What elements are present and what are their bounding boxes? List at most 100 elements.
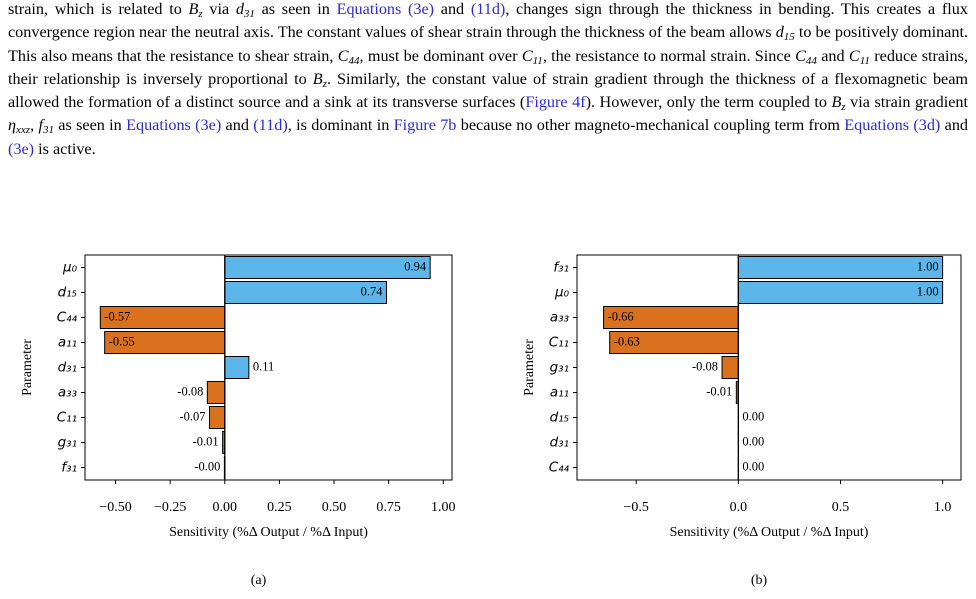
value-label: 0.94 [404,259,427,273]
x-tick-label: 0.50 [322,500,347,515]
text-run: and [940,116,969,135]
value-label: -0.08 [692,359,718,373]
bar [209,406,226,429]
math-symbol: ηxxz [8,116,31,137]
bar [224,256,431,279]
text-run: , must be dominant over [359,46,522,65]
y-tick-label: C₄₄ [57,310,78,326]
x-tick-label: 0.00 [213,500,238,515]
cross-reference[interactable]: Figure 4f [525,93,586,112]
y-tick-label: μ₀ [62,260,78,276]
text-run: because no other magneto-mechanical coup… [456,116,845,135]
math-symbol: d15 [775,23,795,44]
math-symbol: Bz [831,93,845,113]
cross-reference[interactable]: (11d) [253,116,288,135]
text-run: as seen in [254,0,337,18]
cross-reference[interactable]: Equations (3e) [126,116,222,135]
text-run: ). However, only the term coupled to [585,93,832,112]
y-tick-label: a₃₃ [58,385,77,401]
math-subscript: 15 [783,31,795,44]
y-axis-label: Parameter [20,339,35,396]
caption: (b) [751,573,768,588]
x-tick-label: 0.0 [730,500,748,515]
x-tick-label: 0.75 [376,500,401,515]
math-base: d [235,0,244,18]
math-base: C [795,46,806,65]
bar [721,356,739,379]
math-base: f [38,116,43,135]
value-label: 0.00 [742,434,764,448]
x-tick-label: −0.50 [99,500,131,515]
text-run: , changes sign through the thickness in … [8,0,968,42]
y-tick-label: μ₀ [554,285,570,301]
text-run: is active. [34,139,96,158]
text-run: as seen in [53,116,127,135]
y-tick-label: d₁₅ [58,285,77,301]
value-label: -0.57 [104,309,130,323]
math-symbol: C44 [795,46,817,67]
math-base: η [8,116,17,135]
y-tick-label: g₃₁ [58,435,77,451]
y-tick-label: C₁₁ [57,410,77,426]
x-axis-label: Sensitivity (%Δ Output / %Δ Input) [670,525,869,540]
plot-frame [84,254,453,481]
math-symbol: C11 [521,46,543,67]
x-tick-label: 1.00 [431,500,456,515]
y-tick-label: d₃₁ [550,435,569,451]
plot-frame [576,254,962,481]
text-run: and [221,116,254,135]
math-base: C [521,46,533,65]
x-tick-label: 0.25 [267,500,292,515]
value-label: -0.55 [109,334,135,348]
text-run: , the resistance to normal strain. Since [542,46,796,65]
x-tick-label: 1.0 [934,500,952,515]
x-tick-label: −0.25 [154,500,186,515]
caption: (a) [251,573,267,588]
cross-reference[interactable]: Equations (3d) [844,116,941,135]
y-tick-label: a₁₁ [58,335,77,351]
text-run: and [434,0,471,18]
value-label: -0.08 [177,384,203,398]
x-tick-label: −0.5 [624,500,649,515]
math-subscript: 44 [348,54,360,67]
cross-reference[interactable]: (11d) [470,0,506,18]
math-symbol: C11 [849,47,870,67]
bar [737,256,944,279]
text-run: to be positively dominant. This also mea… [8,23,968,65]
text-run: strain, which is related to [8,0,189,18]
value-label: 0.74 [361,284,384,298]
math-symbol: Bz [188,0,203,20]
bar [737,281,944,304]
y-tick-label: a₃₃ [550,310,569,326]
text-run: via strain gradient [845,93,969,112]
math-base: d [775,23,784,42]
x-tick-label: 0.5 [832,500,850,515]
y-tick-label: a₁₁ [550,385,569,401]
text-run: . Similarly, the constant value of strai… [8,69,968,112]
value-label: 0.00 [742,459,764,473]
y-tick-label: g₃₁ [550,360,569,376]
bar [224,356,250,379]
x-axis-label: Sensitivity (%Δ Output / %Δ Input) [169,525,368,540]
y-tick-label: C₁₁ [549,335,569,351]
text-run: , [30,116,39,135]
math-subscript: z [198,8,203,20]
y-tick-label: d₃₁ [58,360,77,376]
bar [206,381,226,404]
cross-reference[interactable]: Figure 7b [393,116,457,135]
cross-reference[interactable]: (3e) [8,139,35,158]
math-subscript: 11 [859,54,870,67]
math-symbol: Bz [313,70,327,90]
cross-reference[interactable]: Equations (3e) [336,0,435,18]
value-label: -0.00 [194,459,220,473]
math-subscript: 11 [532,54,543,67]
math-subscript: xxz [16,124,31,137]
value-label: 0.00 [742,409,764,423]
math-subscript: 31 [42,124,54,137]
y-tick-label: f₃₁ [61,460,77,476]
y-tick-label: d₁₅ [550,410,569,426]
text-run: , is dominant in [287,116,394,135]
value-label: 1.00 [917,284,939,298]
math-subscript: 31 [243,8,255,20]
paragraph: strain, which is related to Bz via d31 a… [8,0,968,161]
